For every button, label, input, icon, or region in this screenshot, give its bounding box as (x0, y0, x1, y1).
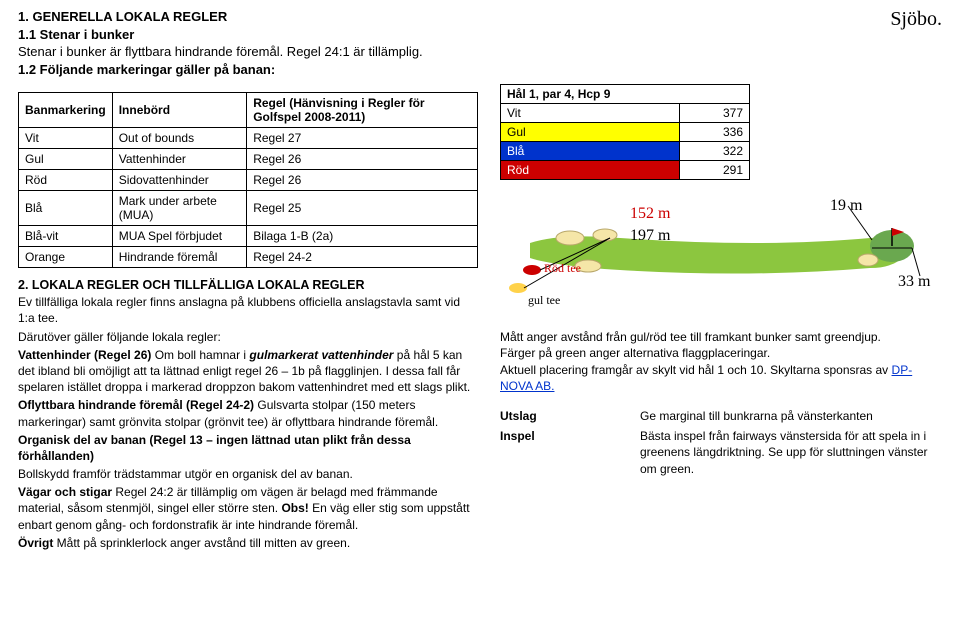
table-cell: Out of bounds (112, 128, 247, 149)
table-row: BlåMark under arbete (MUA)Regel 25 (19, 191, 478, 226)
svg-text:Röd tee: Röd tee (544, 261, 581, 275)
p4-lead: Oflyttbara hindrande föremål (Regel 24-2… (18, 398, 254, 412)
table-cell: Mark under arbete (MUA) (112, 191, 247, 226)
table-cell: Röd (19, 170, 113, 191)
svg-text:152 m: 152 m (630, 205, 671, 222)
table-cell: Bilaga 1-B (2a) (247, 226, 478, 247)
table-cell: MUA Spel förbjudet (112, 226, 247, 247)
table-row: Hål 1, par 4, Hcp 9 (501, 85, 750, 104)
table-cell: Blå (19, 191, 113, 226)
section-2-p3: Vattenhinder (Regel 26) Om boll hamnar i… (18, 347, 478, 396)
section-2-p5a: Organisk del av banan (Regel 13 – ingen … (18, 432, 478, 464)
p6-obs: Obs! (281, 501, 308, 515)
tee-distance-cell: 377 (680, 104, 750, 123)
inspel-label: Inspel (500, 428, 640, 477)
table-cell: Regel 26 (247, 149, 478, 170)
right-notes: Mått anger avstånd från gul/röd tee till… (500, 329, 942, 477)
col-header: Innebörd (112, 93, 247, 128)
heading-1-2: 1.2 Följande markeringar gäller på banan… (18, 61, 423, 79)
table-row: Banmarkering Innebörd Regel (Hänvisning … (19, 93, 478, 128)
table-row: RödSidovattenhinderRegel 26 (19, 170, 478, 191)
table-cell: Gul (19, 149, 113, 170)
col-header: Banmarkering (19, 93, 113, 128)
table-cell: Regel 26 (247, 170, 478, 191)
tee-color-cell: Röd (501, 161, 680, 180)
table-cell: Regel 27 (247, 128, 478, 149)
heading-1: 1. GENERELLA LOKALA REGLER (18, 8, 423, 26)
left-column: Banmarkering Innebörd Regel (Hänvisning … (18, 84, 478, 551)
col-header: Regel (Hänvisning i Regler för Golfspel … (247, 93, 478, 128)
rule-1-1-text: Stenar i bunker är flyttbara hindrande f… (18, 43, 423, 61)
course-name: Sjöbo. (890, 8, 942, 78)
p3-txt1: Om boll hamnar i (151, 348, 249, 362)
columns: Banmarkering Innebörd Regel (Hänvisning … (18, 84, 942, 551)
table-row: Blå322 (501, 142, 750, 161)
tee-distance-cell: 291 (680, 161, 750, 180)
tee-distance-cell: 336 (680, 123, 750, 142)
p6-lead: Vägar och stigar (18, 485, 112, 499)
table-row: Gul336 (501, 123, 750, 142)
section-2-p5b: Bollskydd framför trädstammar utgör en o… (18, 466, 478, 482)
utslag-text: Ge marginal till bunkrarna på vänsterkan… (640, 408, 942, 424)
section-2: 2. LOKALA REGLER OCH TILLFÄLLIGA LOKALA … (18, 278, 478, 551)
section-2-p2: Därutöver gäller följande lokala regler: (18, 329, 478, 345)
right-column: Hål 1, par 4, Hcp 9 Vit377Gul336Blå322Rö… (500, 84, 942, 551)
tee-distance-cell: 322 (680, 142, 750, 161)
table-row: Vit377 (501, 104, 750, 123)
svg-text:33 m: 33 m (898, 273, 931, 290)
utslag-label: Utslag (500, 408, 640, 424)
top-row: 1. GENERELLA LOKALA REGLER 1.1 Stenar i … (18, 8, 942, 78)
section-2-p6: Vägar och stigar Regel 24:2 är tillämpli… (18, 484, 478, 533)
p7-txt: Mått på sprinklerlock anger avstånd till… (53, 536, 350, 550)
svg-text:gul tee: gul tee (528, 293, 560, 307)
note-2: Färger på green anger alternativa flaggp… (500, 345, 942, 361)
table-row: VitOut of boundsRegel 27 (19, 128, 478, 149)
tee-color-cell: Blå (501, 142, 680, 161)
svg-text:19 m: 19 m (830, 197, 863, 214)
note-3-text: Aktuell placering framgår av skylt vid h… (500, 363, 892, 377)
table-cell: Hindrande föremål (112, 247, 247, 268)
rules-table: Banmarkering Innebörd Regel (Hänvisning … (18, 92, 478, 268)
inspel-row: Inspel Bästa inspel från fairways vänste… (500, 428, 942, 477)
inspel-text: Bästa inspel från fairways vänstersida f… (640, 428, 942, 477)
table-cell: Blå-vit (19, 226, 113, 247)
table-row: OrangeHindrande föremålRegel 24-2 (19, 247, 478, 268)
note-1: Mått anger avstånd från gul/röd tee till… (500, 329, 942, 345)
table-row: Blå-vitMUA Spel förbjudetBilaga 1-B (2a) (19, 226, 478, 247)
table-cell: Vattenhinder (112, 149, 247, 170)
table-cell: Orange (19, 247, 113, 268)
section-2-p1: Ev tillfälliga lokala regler finns ansla… (18, 294, 478, 326)
tee-color-cell: Gul (501, 123, 680, 142)
table-row: GulVattenhinderRegel 26 (19, 149, 478, 170)
hole-diagram: 152 m 197 m 19 m 33 m Röd tee gul tee (500, 188, 940, 318)
svg-text:197 m: 197 m (630, 227, 671, 244)
p3-lead: Vattenhinder (Regel 26) (18, 348, 151, 362)
heading-block: 1. GENERELLA LOKALA REGLER 1.1 Stenar i … (18, 8, 423, 78)
table-row: Röd291 (501, 161, 750, 180)
tee-table: Hål 1, par 4, Hcp 9 Vit377Gul336Blå322Rö… (500, 84, 750, 180)
section-2-title: 2. LOKALA REGLER OCH TILLFÄLLIGA LOKALA … (18, 278, 478, 292)
p7-lead: Övrigt (18, 536, 53, 550)
table-cell: Sidovattenhinder (112, 170, 247, 191)
p3-emph: gulmarkerat vattenhinder (249, 348, 393, 362)
hole-title: Hål 1, par 4, Hcp 9 (501, 85, 750, 104)
table-cell: Regel 24-2 (247, 247, 478, 268)
table-cell: Regel 25 (247, 191, 478, 226)
heading-1-1: 1.1 Stenar i bunker (18, 26, 423, 44)
section-2-p7: Övrigt Mått på sprinklerlock anger avstå… (18, 535, 478, 551)
table-cell: Vit (19, 128, 113, 149)
tee-color-cell: Vit (501, 104, 680, 123)
note-3: Aktuell placering framgår av skylt vid h… (500, 362, 942, 394)
section-2-p4: Oflyttbara hindrande föremål (Regel 24-2… (18, 397, 478, 429)
utslag-row: Utslag Ge marginal till bunkrarna på vän… (500, 408, 942, 424)
